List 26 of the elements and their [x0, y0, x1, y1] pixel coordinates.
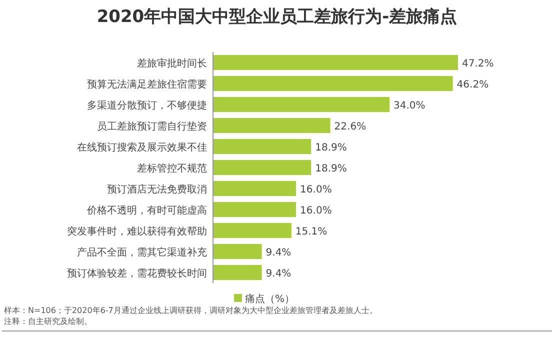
- data-label: 16.0%: [300, 206, 332, 216]
- text: 样本：N=106；于2020年6-7月通过企业线上调研获得，调研对象为大中型企业差旅管理者及差旅人士。: [4, 306, 378, 315]
- data-label: 18.9%: [315, 164, 347, 174]
- data-label: 9.4%: [266, 248, 292, 258]
- chart-title: 2020年中国大中型企业员工差旅行为-差旅痛点: [96, 7, 458, 27]
- text: 注释：自主研究及绘制。: [4, 317, 92, 326]
- y-tick-label: 差标管控不规范: [137, 162, 207, 174]
- y-tick-label: 差旅审批时间长: [137, 58, 207, 70]
- data-label: 16.0%: [300, 184, 332, 196]
- y-tick-label: 预算无法满足差旅住宿需要: [87, 78, 207, 90]
- data-label: 34.0%: [393, 100, 426, 112]
- data-label: 46.2%: [456, 80, 489, 90]
- y-tick-label: 在线预订搜索及展示效果不佳: [77, 142, 207, 154]
- y-tick-label: 预订体验较差，需花费较长时间: [67, 268, 207, 280]
- y-tick-label: 员工差旅预订需自行垫资: [97, 120, 207, 132]
- data-label: 22.6%: [334, 122, 366, 132]
- data-label: 18.9%: [315, 142, 347, 154]
- y-tick-label: 多渠道分散预订，不够便捷: [87, 100, 207, 112]
- y-tick-label: 产品不全面，需其它渠道补充: [77, 246, 207, 258]
- y-tick-label: 价格不透明，有时可能虚高: [86, 204, 207, 216]
- legend-label: 痛点（%）: [245, 293, 295, 305]
- data-label: 9.4%: [266, 268, 292, 280]
- y-tick-label: 突发事件时，难以获得有效帮助: [67, 226, 207, 238]
- data-label: 47.2%: [462, 58, 494, 70]
- data-label: 15.1%: [295, 226, 328, 238]
- y-tick-label: 预订酒店无法免费取消: [107, 184, 207, 196]
